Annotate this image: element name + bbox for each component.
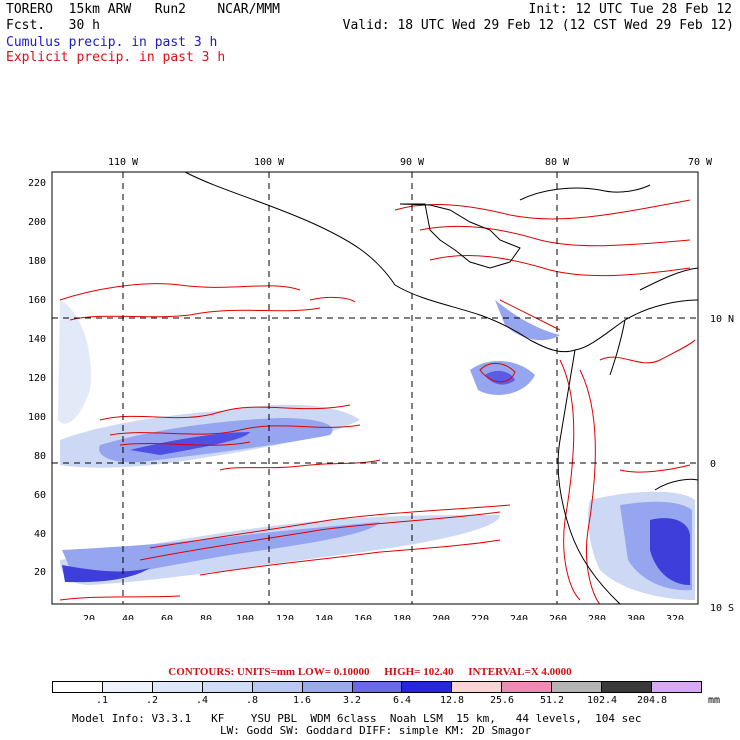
init-time: Init: 12 UTC Tue 28 Feb 12: [528, 2, 733, 17]
legend-swatch: [152, 682, 203, 692]
y-tick-label: 60: [34, 490, 46, 501]
x-tick-label: 60: [161, 614, 173, 620]
legend-label: .4: [195, 695, 209, 706]
x-tick-label: 120: [276, 614, 294, 620]
legend-label: .2: [145, 695, 159, 706]
legend-unit: mm: [708, 695, 721, 706]
legend-label: 25.6: [489, 695, 515, 706]
contour-interval: INTERVAL=X 4.0000: [468, 666, 572, 678]
contour-units: CONTOURS: UNITS=mm LOW= 0.10000: [168, 666, 370, 678]
explicit-legend-label: Explicit precip. in past 3 h: [6, 50, 226, 65]
x-tick-label: 300: [627, 614, 645, 620]
legend-swatch: [102, 682, 153, 692]
legend-swatch: [402, 682, 453, 692]
y-tick-label: 100: [28, 412, 46, 423]
x-tick-label: 100: [236, 614, 254, 620]
x-tick-label: 180: [393, 614, 411, 620]
x-tick-label: 20: [83, 614, 95, 620]
color-legend-bar: [52, 681, 702, 693]
x-tick-label: 240: [510, 614, 528, 620]
lat-label: 0: [710, 459, 716, 470]
legend-swatch: [652, 682, 701, 692]
lon-label: 100 W: [254, 157, 285, 168]
legend-label: 3.2: [342, 695, 362, 706]
model-info-physics: LW: Godd SW: Goddard DIFF: simple KM: 2D…: [220, 724, 532, 737]
y-tick-label: 200: [28, 217, 46, 228]
lat-label: 10 S: [710, 603, 734, 614]
y-tick-label: 160: [28, 295, 46, 306]
contour-high: HIGH= 102.40: [384, 666, 454, 678]
legend-label: 204.8: [636, 695, 668, 706]
precip-map: 110 W 100 W 90 W 80 W 70 W 10 N 0 10 S 2…: [28, 157, 734, 620]
lon-label: 110 W: [108, 157, 139, 168]
x-tick-label: 280: [588, 614, 606, 620]
cumulus-legend-label: Cumulus precip. in past 3 h: [6, 35, 218, 50]
legend-swatch: [552, 682, 603, 692]
y-tick-label: 20: [34, 567, 46, 578]
y-tick-label: 120: [28, 373, 46, 384]
legend-swatch: [202, 682, 253, 692]
lon-label: 70 W: [688, 157, 713, 168]
legend-swatch: [352, 682, 403, 692]
y-tick-label: 220: [28, 178, 46, 189]
legend-label: .1: [95, 695, 109, 706]
x-tick-label: 260: [549, 614, 567, 620]
contour-info: CONTOURS: UNITS=mm LOW= 0.10000 HIGH= 10…: [0, 666, 740, 678]
legend-label: 51.2: [539, 695, 565, 706]
explicit-contours: [59, 199, 696, 605]
x-tick-label: 40: [122, 614, 134, 620]
top-lon-labels: 110 W 100 W 90 W 80 W 70 W: [108, 157, 713, 168]
coastlines: [184, 171, 699, 605]
right-lat-labels: 10 N 0 10 S: [710, 314, 734, 614]
x-tick-label: 320: [666, 614, 684, 620]
legend-label: .8: [245, 695, 259, 706]
legend-swatch: [502, 682, 553, 692]
lon-label: 90 W: [400, 157, 425, 168]
x-tick-label: 80: [200, 614, 212, 620]
x-tick-label: 220: [471, 614, 489, 620]
lat-lon-grid: [52, 172, 698, 604]
legend-swatch: [452, 682, 503, 692]
legend-swatch: [252, 682, 303, 692]
legend-label: 12.8: [439, 695, 465, 706]
lat-label: 10 N: [710, 314, 734, 325]
x-tick-label: 160: [354, 614, 372, 620]
lon-label: 80 W: [545, 157, 570, 168]
header-title: TORERO 15km ARW Run2 NCAR/MMM: [6, 2, 280, 17]
color-legend-labels: .1 .2 .4 .8 1.6 3.2 6.4 12.8 25.6 51.2 102.4 204.8: [52, 695, 702, 707]
valid-time: Valid: 18 UTC Wed 29 Feb 12 (12 CST Wed …: [342, 18, 734, 33]
y-tick-label: 40: [34, 529, 46, 540]
legend-label: 1.6: [292, 695, 312, 706]
y-tick-label: 80: [34, 451, 46, 462]
legend-label: 102.4: [586, 695, 618, 706]
y-tick-label: 140: [28, 334, 46, 345]
y-tick-label: 180: [28, 256, 46, 267]
y-grid-labels: 20 40 60 80 100 120 140 160 180 200 220: [28, 178, 46, 578]
x-tick-label: 140: [315, 614, 333, 620]
legend-label: 6.4: [392, 695, 412, 706]
cumulus-shading: [58, 300, 695, 600]
x-grid-labels: 20 40 60 80 100 120 140 160 180 200 220 …: [83, 614, 684, 620]
legend-swatch: [53, 682, 103, 692]
model-info: Model Info: V3.3.1 KF YSU PBL WDM 6class…: [72, 712, 642, 725]
forecast-hour: Fcst. 30 h: [6, 18, 100, 33]
x-tick-label: 200: [432, 614, 450, 620]
legend-swatch: [602, 682, 653, 692]
legend-swatch: [302, 682, 353, 692]
